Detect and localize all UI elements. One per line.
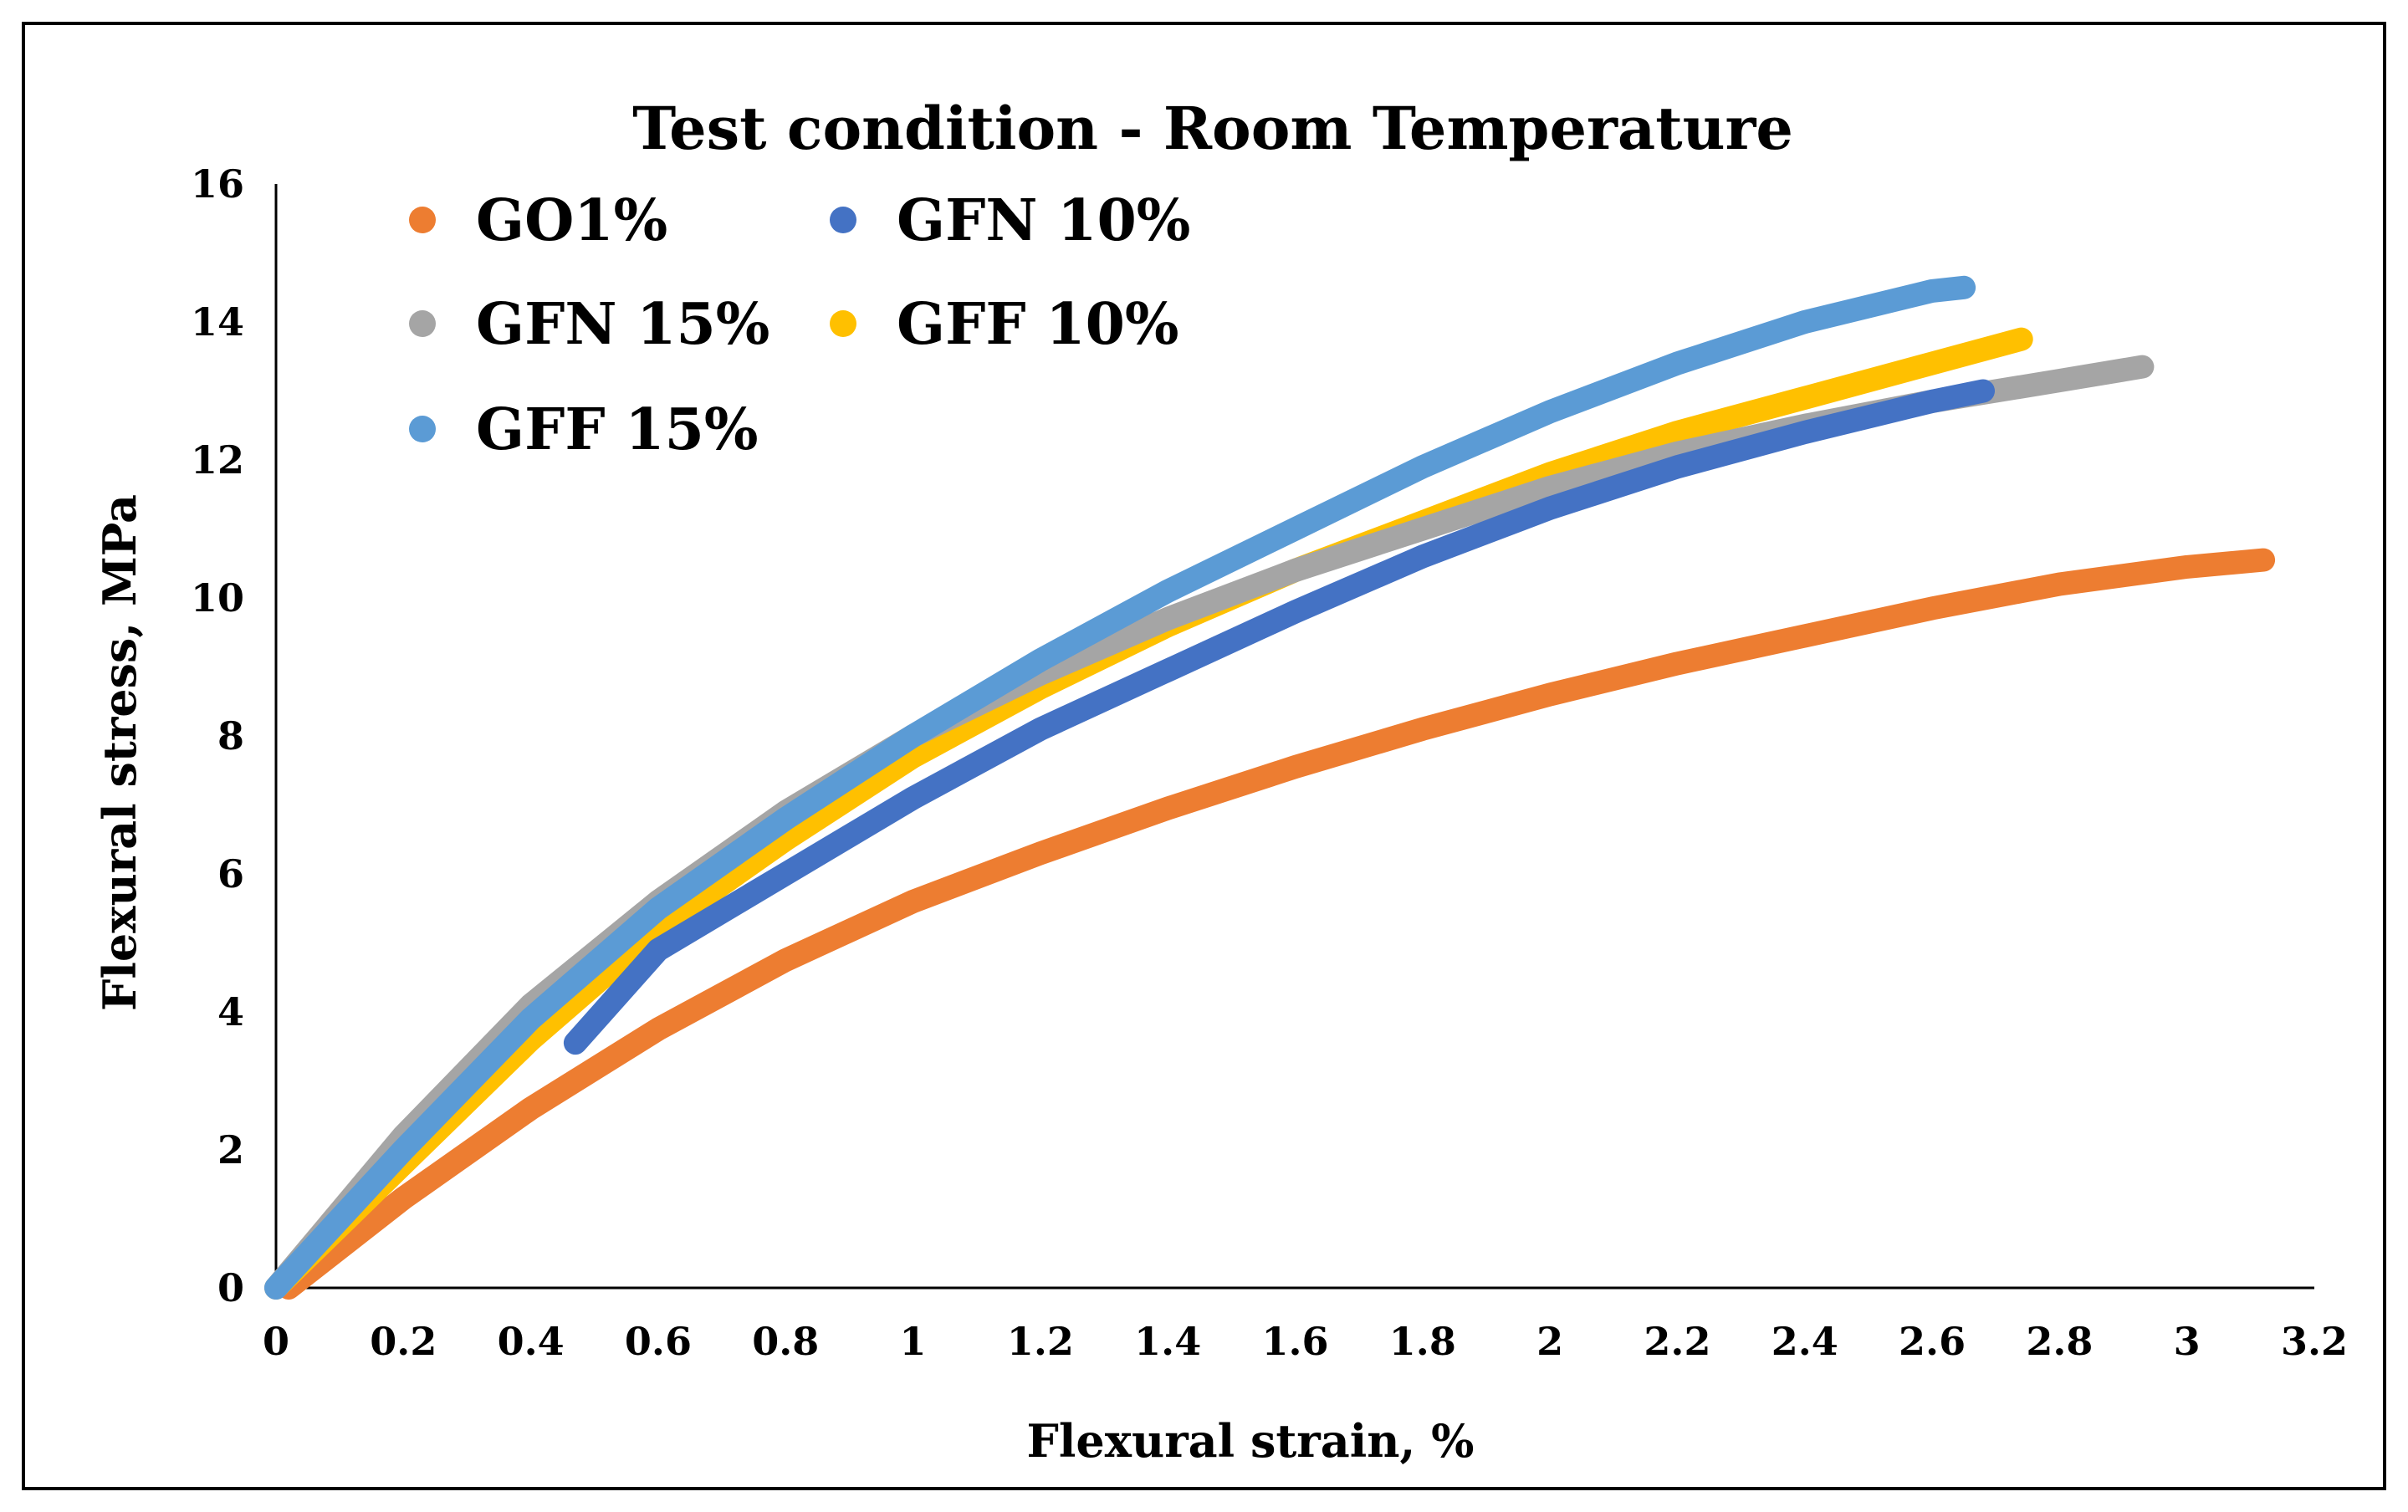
y-tick-label: 16 xyxy=(191,161,244,207)
x-tick-label: 2 xyxy=(1536,1319,1563,1364)
x-tick-label: 2.2 xyxy=(1644,1319,1710,1364)
x-tick-label: 1 xyxy=(900,1319,927,1364)
tick-labels: 0 0.2 0.4 0.6 0.8 1 1.2 1.4 1.6 1.8 2 2.2 2.4 2.6 2.8 3… xyxy=(191,161,2348,1364)
series-line-go1- xyxy=(277,548,2276,1300)
y-tick-label: 12 xyxy=(191,437,244,483)
series-line-gff-15- xyxy=(264,275,1976,1300)
y-tick-label: 0 xyxy=(217,1265,244,1310)
x-tick-label: 1.6 xyxy=(1261,1319,1328,1364)
legend: GO1% GFN 10% GFN 15% GFF 10% GFF 15% xyxy=(409,187,1190,463)
x-tick-label: 3 xyxy=(2174,1319,2201,1364)
x-tick-label: 0 xyxy=(263,1319,289,1364)
y-tick-label: 8 xyxy=(217,713,244,759)
y-tick-label: 2 xyxy=(217,1127,244,1172)
chart-frame: Test condition - Room Temperature 0 0.2 0.… xyxy=(22,22,2386,1490)
legend-label: GFF 15% xyxy=(476,396,759,463)
y-axis-label: Flexural stress, MPa xyxy=(93,494,146,1011)
legend-label: GFN 10% xyxy=(897,187,1190,254)
series-lines xyxy=(264,275,2276,1300)
x-tick-label: 0.4 xyxy=(498,1319,565,1364)
y-tick-label: 14 xyxy=(191,299,244,345)
legend-label: GFN 15% xyxy=(476,291,769,358)
legend-label: GFF 10% xyxy=(897,291,1179,358)
x-tick-label: 0.8 xyxy=(752,1319,819,1364)
x-tick-label: 3.2 xyxy=(2281,1319,2348,1364)
legend-marker xyxy=(830,207,856,233)
y-tick-label: 10 xyxy=(191,575,244,621)
axes xyxy=(274,184,2314,1290)
legend-marker xyxy=(409,310,436,337)
legend-marker xyxy=(409,207,436,233)
x-tick-label: 1.8 xyxy=(1389,1319,1456,1364)
x-tick-label: 2.6 xyxy=(1899,1319,1966,1364)
legend-marker xyxy=(830,310,856,337)
x-tick-label: 0.6 xyxy=(625,1319,692,1364)
x-tick-label: 0.2 xyxy=(370,1319,437,1364)
x-tick-label: 2.4 xyxy=(1771,1319,1838,1364)
x-tick-label: 1.4 xyxy=(1134,1319,1201,1364)
y-tick-label: 4 xyxy=(217,989,244,1034)
legend-marker xyxy=(409,416,436,442)
chart-svg: Test condition - Room Temperature 0 0.2 0.… xyxy=(93,94,2348,1468)
y-tick-label: 6 xyxy=(217,851,244,896)
chart-title: Test condition - Room Temperature xyxy=(632,94,1793,163)
x-tick-label: 2.8 xyxy=(2026,1319,2093,1364)
series-line-gfn-10- xyxy=(563,379,1995,1055)
legend-label: GO1% xyxy=(476,187,667,254)
x-tick-label: 1.2 xyxy=(1007,1319,1074,1364)
x-axis-label: Flexural strain, % xyxy=(1027,1414,1475,1468)
series-line-gfn-15- xyxy=(264,355,2155,1300)
